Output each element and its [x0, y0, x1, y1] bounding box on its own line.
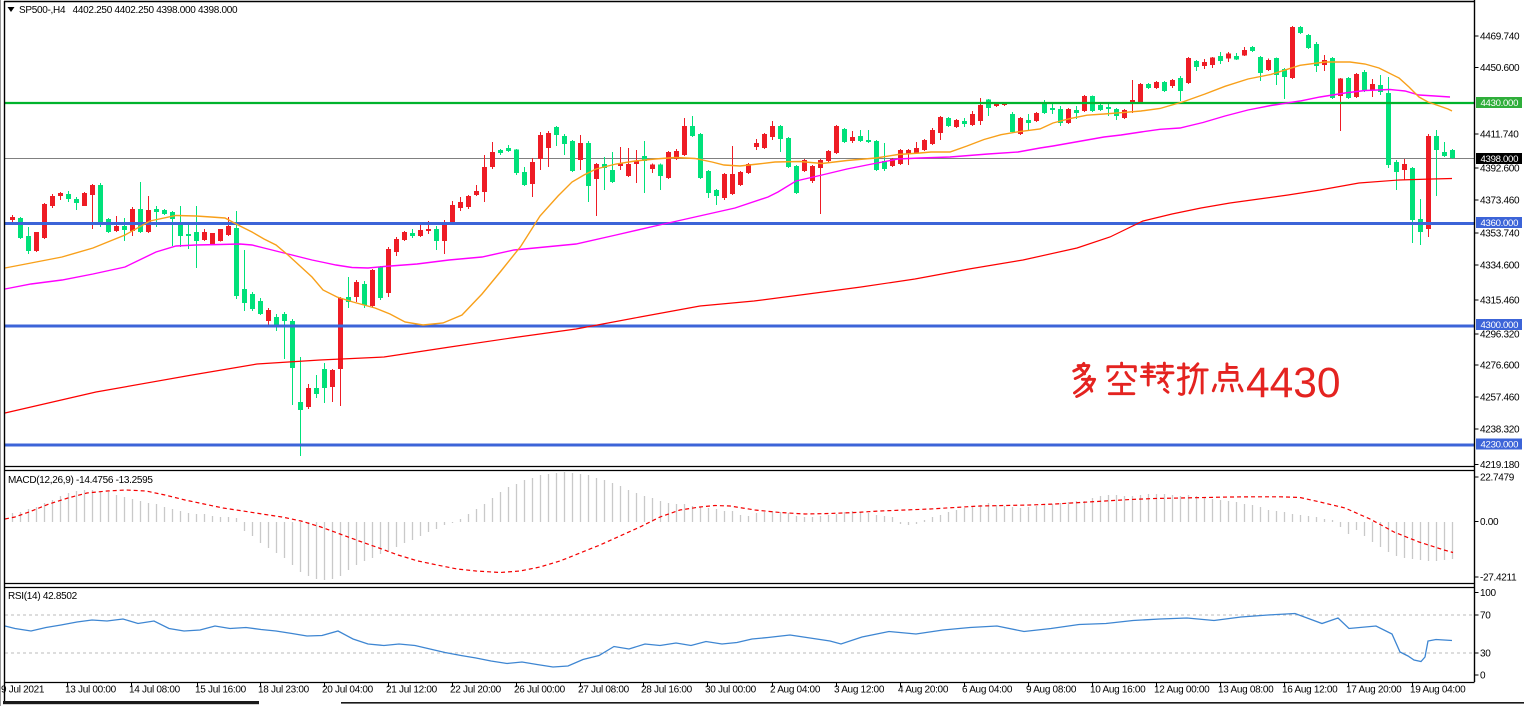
- svg-text:4411.740: 4411.740: [1480, 130, 1519, 141]
- svg-text:2 Aug 04:00: 2 Aug 04:00: [770, 685, 821, 696]
- svg-text:4353.740: 4353.740: [1480, 229, 1520, 240]
- svg-text:4430.000: 4430.000: [1481, 98, 1519, 109]
- svg-text:26 Jul 00:00: 26 Jul 00:00: [514, 685, 566, 696]
- svg-text:10 Aug 16:00: 10 Aug 16:00: [1090, 685, 1146, 696]
- svg-text:21 Jul 12:00: 21 Jul 12:00: [386, 685, 438, 696]
- svg-text:4469.740: 4469.740: [1480, 32, 1520, 43]
- svg-text:28 Jul 16:00: 28 Jul 16:00: [641, 685, 693, 696]
- svg-text:16 Aug 12:00: 16 Aug 12:00: [1282, 685, 1338, 696]
- svg-text:13 Aug 08:00: 13 Aug 08:00: [1218, 685, 1274, 696]
- svg-text:14 Jul 08:00: 14 Jul 08:00: [129, 685, 181, 696]
- svg-text:4219.180: 4219.180: [1480, 460, 1520, 471]
- svg-text:12 Aug 00:00: 12 Aug 00:00: [1154, 685, 1210, 696]
- svg-text:20 Jul 04:00: 20 Jul 04:00: [322, 685, 374, 696]
- svg-text:30: 30: [1480, 649, 1491, 660]
- svg-text:4 Aug 20:00: 4 Aug 20:00: [898, 685, 949, 696]
- svg-text:-27.4211: -27.4211: [1480, 573, 1517, 584]
- svg-text:MACD(12,26,9) -14.4756 -13.259: MACD(12,26,9) -14.4756 -13.2595: [8, 475, 153, 486]
- svg-text:4430: 4430: [1246, 360, 1341, 407]
- svg-text:9 Jul 2021: 9 Jul 2021: [1, 685, 45, 696]
- svg-text:3 Aug 12:00: 3 Aug 12:00: [834, 685, 885, 696]
- svg-text:4334.600: 4334.600: [1480, 261, 1520, 272]
- svg-text:15 Jul 16:00: 15 Jul 16:00: [195, 685, 247, 696]
- svg-text:22 Jul 20:00: 22 Jul 20:00: [450, 685, 502, 696]
- svg-text:27 Jul 08:00: 27 Jul 08:00: [578, 685, 630, 696]
- svg-text:17 Aug 20:00: 17 Aug 20:00: [1346, 685, 1402, 696]
- svg-text:30 Jul 00:00: 30 Jul 00:00: [705, 685, 757, 696]
- svg-text:19 Aug 04:00: 19 Aug 04:00: [1410, 685, 1466, 696]
- svg-text:100: 100: [1480, 588, 1497, 599]
- svg-text:4300.000: 4300.000: [1481, 320, 1519, 331]
- svg-text:4296.320: 4296.320: [1480, 330, 1520, 341]
- svg-text:SP500-,H4 4402.250 4402.250: SP500-,H4 4402.250 4402.250 4398.000 439…: [19, 5, 238, 16]
- svg-text:9 Aug 08:00: 9 Aug 08:00: [1026, 685, 1077, 696]
- svg-text:4392.600: 4392.600: [1480, 164, 1520, 175]
- svg-text:4315.460: 4315.460: [1480, 296, 1520, 307]
- svg-text:4276.600: 4276.600: [1480, 361, 1520, 372]
- svg-text:22.7479: 22.7479: [1480, 473, 1515, 484]
- svg-text:13 Jul 00:00: 13 Jul 00:00: [65, 685, 117, 696]
- svg-text:4398.000: 4398.000: [1481, 154, 1519, 165]
- svg-text:4257.460: 4257.460: [1480, 393, 1520, 404]
- svg-text:70: 70: [1480, 611, 1491, 622]
- svg-text:4230.000: 4230.000: [1481, 440, 1519, 451]
- svg-text:4373.460: 4373.460: [1480, 196, 1520, 207]
- svg-text:6 Aug 04:00: 6 Aug 04:00: [962, 685, 1013, 696]
- svg-text:0.00: 0.00: [1480, 517, 1499, 528]
- svg-text:4360.000: 4360.000: [1481, 218, 1519, 229]
- svg-text:RSI(14) 42.8502: RSI(14) 42.8502: [8, 591, 78, 602]
- svg-text:4450.600: 4450.600: [1480, 63, 1520, 74]
- svg-text:18 Jul 23:00: 18 Jul 23:00: [258, 685, 310, 696]
- svg-text:0: 0: [1480, 671, 1486, 682]
- svg-text:4238.320: 4238.320: [1480, 425, 1520, 436]
